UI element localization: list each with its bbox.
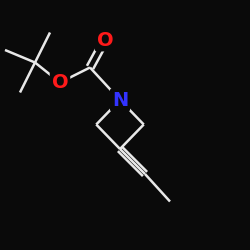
Text: O: O — [97, 30, 113, 50]
Text: N: N — [112, 90, 128, 110]
Text: O: O — [52, 73, 68, 92]
